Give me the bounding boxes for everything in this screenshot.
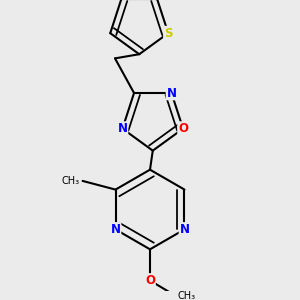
Text: N: N	[110, 223, 121, 236]
Text: CH₃: CH₃	[178, 291, 196, 300]
Text: O: O	[178, 122, 188, 135]
Text: N: N	[179, 223, 190, 236]
Text: O: O	[145, 274, 155, 287]
Text: N: N	[167, 86, 176, 100]
Text: CH₃: CH₃	[62, 176, 80, 186]
Text: S: S	[164, 27, 172, 40]
Text: N: N	[118, 122, 128, 135]
